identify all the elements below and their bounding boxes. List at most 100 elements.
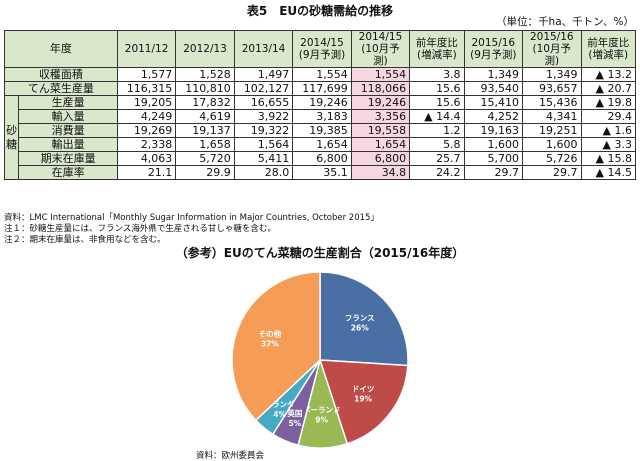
row-label: 輸出量 bbox=[18, 137, 118, 152]
pie-title: （参考）EUのてん菜糖の生産割合（2015/16年度） bbox=[175, 246, 465, 260]
row-label: 収穫面積 bbox=[4, 67, 118, 82]
table-cell: 16,655 bbox=[233, 95, 294, 110]
table-cell: 6,800 bbox=[350, 151, 411, 166]
table-cell: 35.1 bbox=[292, 165, 352, 180]
table-cell: 3,922 bbox=[233, 109, 294, 124]
column-header: 2014/15 (10月予測) bbox=[350, 30, 411, 68]
table-cell: 1,577 bbox=[116, 67, 177, 82]
table-cell: 110,810 bbox=[175, 81, 235, 96]
sugar-supply-demand-table: 年度 2011/12 2012/13 2013/14 2014/15 (9月予測) 20… bbox=[3, 30, 636, 180]
table-body: 収穫面積 1,577 1,528 1,497 1,554 1,554 3.8 1,349 1,3… bbox=[3, 67, 636, 180]
table-cell: 1,654 bbox=[292, 137, 352, 152]
column-header: 2015/16 (10月予測) bbox=[522, 30, 582, 68]
table-cell: 19,137 bbox=[175, 123, 235, 138]
table-cell: 116,315 bbox=[116, 81, 177, 96]
table-row: 輸出量 2,338 1,658 1,564 1,654 1,654 5.8 1,600 1,60… bbox=[5, 137, 636, 152]
pie-slice-label: オランダ bbox=[265, 399, 295, 409]
pie-slice-label: その他 bbox=[259, 328, 282, 338]
table-cell: 24.2 bbox=[409, 165, 465, 180]
table-cell: 4,619 bbox=[175, 109, 235, 124]
table-cell: 5,726 bbox=[522, 151, 582, 166]
table-row: 収穫面積 1,577 1,528 1,497 1,554 1,554 3.8 1,349 1,3… bbox=[4, 67, 636, 82]
table-row: 消費量 19,269 19,137 19,322 19,385 19,558 1.2 19,1… bbox=[5, 123, 636, 138]
table-cell: 1,349 bbox=[522, 67, 582, 82]
table-cell: 2,338 bbox=[116, 137, 177, 152]
table-cell: 19,269 bbox=[116, 123, 177, 138]
pie-slice-label: ドイツ bbox=[352, 384, 375, 393]
pie-slice-percent: 26% bbox=[351, 324, 369, 333]
table-cell: 19,246 bbox=[292, 95, 352, 110]
table-cell: 19,205 bbox=[116, 95, 177, 110]
sugar-group-label: 砂糖 bbox=[3, 95, 20, 180]
table-cell: 4,249 bbox=[116, 109, 177, 124]
column-header: 前年度比 (増減率) bbox=[580, 30, 636, 68]
table-cell: 1,658 bbox=[175, 137, 235, 152]
row-label: 輸入量 bbox=[18, 109, 118, 124]
table-cell: 15,410 bbox=[463, 95, 524, 110]
table-cell: 29.9 bbox=[175, 165, 235, 180]
table-cell: 1,349 bbox=[463, 67, 524, 82]
table-cell: 29.7 bbox=[463, 165, 524, 180]
table-cell: 19,163 bbox=[463, 123, 524, 138]
table-cell: 3.8 bbox=[409, 67, 465, 82]
pie-slice-percent: 9% bbox=[315, 416, 328, 425]
table-cell: 15.6 bbox=[409, 95, 465, 110]
table-cell: 5,411 bbox=[233, 151, 294, 166]
table-cell: 17,832 bbox=[175, 95, 235, 110]
table-cell: 21.1 bbox=[116, 165, 177, 180]
pie-slice-label: 英国 bbox=[287, 408, 302, 418]
table-cell: 34.8 bbox=[350, 165, 411, 180]
table-row: てん菜生産量 116,315 110,810 102,127 117,699 118,06… bbox=[4, 81, 636, 96]
row-label: 在庫率 bbox=[18, 165, 118, 180]
table-cell: 1,600 bbox=[522, 137, 582, 152]
table-cell: ▲ 19.8 bbox=[580, 95, 636, 110]
table-cell: 5,720 bbox=[175, 151, 235, 166]
table-cell: 1,654 bbox=[350, 137, 411, 152]
table-cell: ▲ 20.7 bbox=[580, 81, 636, 96]
table-cell: 28.0 bbox=[233, 165, 294, 180]
table-cell: 5,700 bbox=[463, 151, 524, 166]
table-row: 輸入量 4,249 4,619 3,922 3,183 3,356 ▲ 14.4 4,252 4… bbox=[5, 109, 636, 124]
table-cell: 25.7 bbox=[409, 151, 465, 166]
table-row: 砂糖 生産量 19,205 17,832 16,655 19,246 19,246 15.6 1… bbox=[3, 95, 636, 180]
table-row: 在庫率 21.1 29.9 28.0 35.1 34.8 24.2 29.7 29.7 ▲ 14.… bbox=[5, 165, 636, 180]
table-cell: 3,183 bbox=[292, 109, 352, 124]
table-header-row: 年度 2011/12 2012/13 2013/14 2014/15 (9月予測) 20… bbox=[4, 30, 636, 68]
row-label: 期末在庫量 bbox=[18, 151, 118, 166]
table-cell: 15,436 bbox=[522, 95, 582, 110]
table-cell: 19,251 bbox=[522, 123, 582, 138]
pie-source: 資料：欧州委員会 bbox=[196, 451, 265, 461]
header-label: 年度 bbox=[4, 30, 118, 68]
pie-slice-label: ポーランド bbox=[303, 405, 341, 415]
column-header: 2015/16 (9月予測) bbox=[463, 30, 524, 68]
pie-slice bbox=[319, 271, 409, 367]
source-note: 資料：LMC International「Monthly Sugar Infor… bbox=[4, 213, 379, 223]
table-cell: 4,063 bbox=[116, 151, 177, 166]
row-label: てん菜生産量 bbox=[4, 81, 118, 96]
table-cell: ▲ 14.5 bbox=[580, 165, 636, 180]
table-title: 表5 EUの砂糖需給の推移 bbox=[246, 4, 394, 18]
column-header: 前年度比 (増減率) bbox=[409, 30, 465, 68]
table-cell: 1,497 bbox=[233, 67, 294, 82]
row-label: 消費量 bbox=[18, 123, 118, 138]
pie-slice-label: フランス bbox=[345, 314, 375, 323]
table-cell: ▲ 14.4 bbox=[409, 109, 465, 124]
table-cell: 3,356 bbox=[350, 109, 411, 124]
column-header: 2014/15 (9月予測) bbox=[292, 30, 352, 68]
unit-note: （単位：千ha、千トン、%） bbox=[496, 16, 634, 28]
table-cell: 1.2 bbox=[409, 123, 465, 138]
row-label: 生産量 bbox=[18, 95, 118, 110]
notes: 資料：LMC International「Monthly Sugar Infor… bbox=[4, 213, 379, 246]
column-header: 2012/13 bbox=[175, 30, 235, 68]
table-cell: 29.7 bbox=[522, 165, 582, 180]
table-cell: 1,528 bbox=[175, 67, 235, 82]
table-cell: 19,322 bbox=[233, 123, 294, 138]
table-cell: ▲ 3.3 bbox=[580, 137, 636, 152]
pie-slice bbox=[231, 271, 321, 422]
column-header: 2013/14 bbox=[233, 30, 294, 68]
table-cell: 29.4 bbox=[580, 109, 636, 124]
note-2: 注２：期末在庫量は、非食用などを含む。 bbox=[4, 235, 166, 245]
table-cell: 4,252 bbox=[463, 109, 524, 124]
table-cell: 93,540 bbox=[463, 81, 524, 96]
